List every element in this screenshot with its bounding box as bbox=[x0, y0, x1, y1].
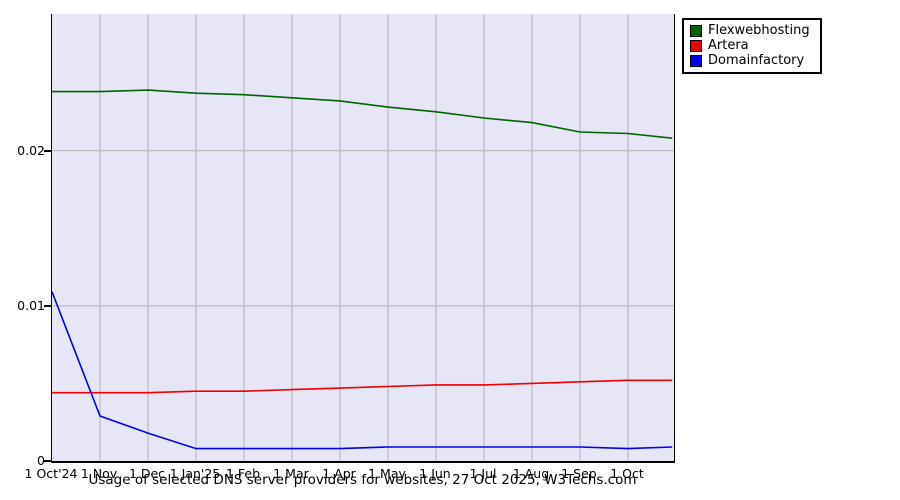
y-axis-tick bbox=[44, 460, 51, 462]
chart-legend: Flexwebhosting Artera Domainfactory bbox=[682, 18, 822, 74]
x-axis-label: 1 Nov bbox=[80, 466, 118, 481]
y-axis-label: 0 bbox=[37, 453, 45, 468]
series-line-domainfactory bbox=[52, 291, 673, 450]
x-axis-label: 1 Jun bbox=[419, 466, 451, 481]
y-axis-tick bbox=[44, 304, 51, 307]
y-axis-label: 0.02 bbox=[17, 142, 45, 158]
chart-plot-area bbox=[51, 14, 675, 463]
x-axis-label: 1 Jul bbox=[469, 466, 497, 481]
x-axis-label: 1 Dec bbox=[128, 466, 166, 481]
legend-item-flexwebhosting: Flexwebhosting bbox=[690, 23, 810, 38]
x-axis-label: 1 Feb bbox=[225, 466, 261, 481]
x-axis-label: 1 Jan'25 bbox=[169, 466, 221, 481]
series-line-artera bbox=[52, 379, 673, 394]
series-line-flexwebhosting bbox=[52, 89, 673, 139]
x-axis-label: 1 Oct'24 bbox=[24, 466, 78, 481]
legend-label: Flexwebhosting bbox=[708, 23, 810, 38]
x-axis-label: 1 Sep bbox=[561, 466, 597, 481]
x-axis-label: 1 Oct bbox=[610, 466, 644, 481]
legend-color-swatch-icon bbox=[690, 54, 702, 67]
chart-canvas bbox=[52, 14, 674, 461]
x-axis-label: 1 Aug bbox=[512, 466, 550, 481]
chart-title: Usage of selected DNS server providers f… bbox=[88, 472, 637, 488]
legend-color-swatch-icon bbox=[690, 24, 702, 37]
legend-label: Artera bbox=[708, 38, 749, 53]
x-axis-label: 1 Apr bbox=[322, 466, 356, 481]
y-axis-label: 0.01 bbox=[17, 297, 45, 313]
legend-label: Domainfactory bbox=[708, 53, 805, 68]
x-axis-label: 1 Mar bbox=[273, 466, 309, 481]
legend-item-artera: Artera bbox=[690, 38, 810, 53]
legend-color-swatch-icon bbox=[690, 39, 702, 52]
x-axis-label: 1 May bbox=[368, 466, 406, 481]
legend-item-domainfactory: Domainfactory bbox=[690, 53, 810, 68]
y-axis-tick bbox=[44, 149, 51, 152]
